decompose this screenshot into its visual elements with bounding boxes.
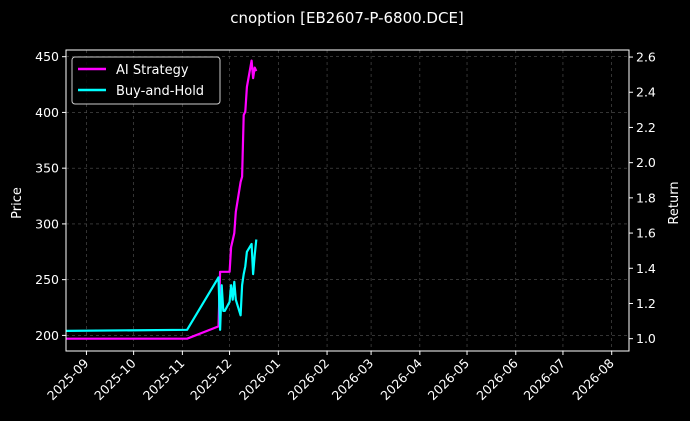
- y-right-tick-label-4: 1.8: [636, 190, 656, 205]
- series-line-ai-strategy: [66, 59, 258, 340]
- y-right-tick-label-7: 2.4: [636, 85, 656, 100]
- plot-frame: [65, 49, 630, 352]
- y-left-tick-label-2: 300: [35, 216, 59, 231]
- legend-label-buy-and-hold: Buy-and-Hold: [116, 84, 204, 99]
- chart-title: cnoption [EB2607-P-6800.DCE]: [230, 9, 464, 27]
- y-left-tick-label-0: 200: [35, 328, 59, 343]
- plot-area: [65, 59, 258, 340]
- y-left-tick-label-1: 250: [35, 272, 59, 287]
- y-axis-left-label: Price: [10, 187, 25, 219]
- y-left-tick-label-4: 400: [35, 105, 59, 120]
- y-left-tick-label-5: 450: [35, 49, 59, 64]
- y-right-tick-label-5: 2.0: [636, 155, 656, 170]
- y-right-tick-label-8: 2.6: [636, 50, 656, 65]
- legend-label-ai-strategy: AI Strategy: [116, 63, 189, 78]
- y-right-tick-label-2: 1.4: [636, 261, 656, 276]
- y-left-tick-label-3: 350: [35, 161, 59, 176]
- y-right-tick-label-3: 1.6: [636, 226, 656, 241]
- y-axis-left: 200 250 300 350 400 450: [35, 49, 66, 343]
- y-axis-right-label: Return: [667, 181, 682, 224]
- legend-box: [71, 56, 221, 105]
- y-right-tick-label-1: 1.2: [636, 296, 656, 311]
- y-axis-right: 1.0 1.2 1.4 1.6 1.8 2.0 2.2 2.4 2.6: [629, 50, 656, 346]
- y-right-tick-label-0: 1.0: [636, 331, 656, 346]
- legend: AI Strategy Buy-and-Hold: [71, 56, 221, 105]
- series-line-buy-and-hold: [65, 239, 258, 332]
- y-right-tick-label-6: 2.2: [636, 120, 656, 135]
